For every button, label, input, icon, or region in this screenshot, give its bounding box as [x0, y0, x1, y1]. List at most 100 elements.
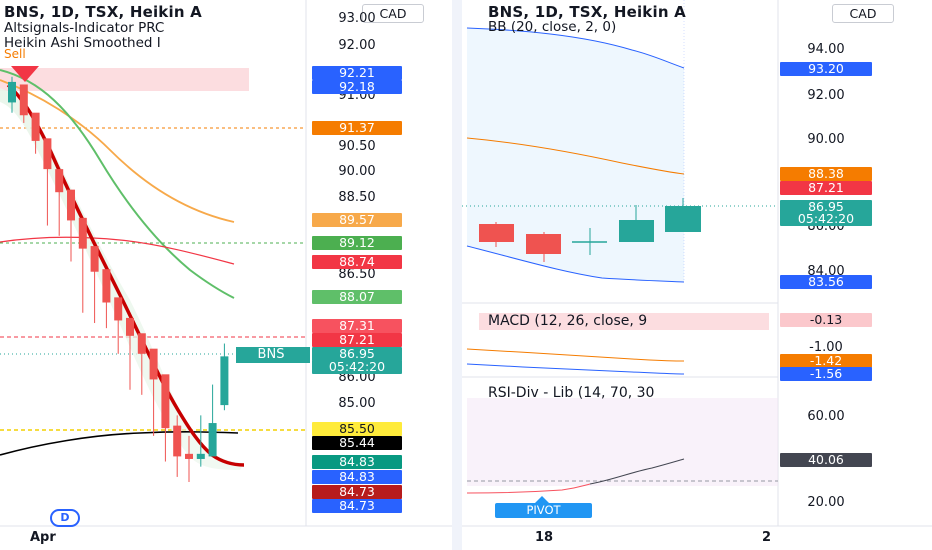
currency-button-right[interactable]: CAD [832, 4, 894, 23]
price-tag: 87.31 [312, 319, 402, 333]
panel-divider[interactable] [452, 0, 462, 550]
bollinger-lower [466, 245, 685, 283]
price-tag: 85.50 [312, 422, 402, 436]
candle [619, 220, 654, 242]
price-tag: 84.73 [312, 485, 402, 499]
price-tag: 91.37 [312, 121, 402, 135]
price-tag: 88.74 [312, 255, 402, 269]
bollinger-basis [466, 137, 685, 175]
time-axis-label-2: 2 [762, 530, 772, 545]
altsignals-indicator-label[interactable]: Altsignals-Indicator PRC [4, 20, 165, 36]
right-chart-panel[interactable]: BNS, 1D, TSX, Heikin A BB (20, close, 2,… [462, 0, 932, 550]
bollinger-bands-label[interactable]: BB (20, close, 2, 0) [488, 19, 617, 35]
price-tag: 88.38 [780, 167, 872, 181]
dividend-badge[interactable]: D [50, 509, 80, 527]
time-axis-label-18: 18 [535, 530, 554, 545]
candle [479, 224, 514, 242]
macd-line [466, 348, 685, 362]
pivot-label: PIVOT [526, 503, 561, 517]
red-ma [0, 236, 235, 265]
heikin-ashi-bar [90, 246, 99, 272]
heikin-ashi-bar [8, 81, 16, 103]
pivot-arrow-icon [535, 496, 549, 503]
sell-signal-label: Sell [4, 47, 26, 61]
price-axis-label: 90.00 [338, 164, 376, 179]
heikin-ashi-bar [78, 217, 87, 249]
symbol-tag[interactable] [236, 347, 310, 363]
dividend-badge-label: D [60, 511, 70, 524]
price-tag: 89.57 [312, 213, 402, 227]
macd-signal-line [466, 363, 685, 375]
rsi-divergence-label[interactable]: RSI-Div - Lib (14, 70, 30 [488, 385, 655, 401]
bollinger-band-fill [467, 28, 684, 282]
price-axis-label: 85.00 [338, 396, 376, 411]
right-chart-title[interactable]: BNS, 1D, TSX, Heikin A [488, 3, 686, 21]
price-axis-label: 90.00 [807, 132, 845, 147]
price-tag: 92.21 [312, 66, 402, 80]
right-candles [479, 198, 701, 262]
pivot-badge[interactable]: PIVOT [495, 503, 592, 518]
time-axis-label-apr: Apr [30, 530, 56, 545]
heikin-ashi-bar [185, 453, 193, 459]
symbol-tag-label: BNS [257, 347, 285, 362]
heikin-ashi-bar [208, 423, 217, 457]
price-tag: 86.95 [780, 200, 872, 214]
macd-tag: -1.56 [780, 367, 872, 381]
green-ma [0, 69, 235, 299]
candle [526, 234, 561, 254]
heikin-ashi-bar [114, 297, 123, 321]
heikin-ashi-bar [220, 356, 229, 406]
heikin-ashi-bar [67, 189, 75, 221]
heikin-ashi-smoothed-label[interactable]: Heikin Ashi Smoothed I [4, 35, 161, 51]
heikin-ashi-bar [31, 112, 40, 141]
price-axis-label: 90.50 [338, 139, 376, 154]
heikin-ashi-bar [19, 84, 28, 116]
heikin-ashi-bar [161, 374, 170, 429]
rsi-line-high [589, 458, 685, 485]
price-axis-label: 93.00 [338, 11, 376, 26]
rsi-axis-label: 20.00 [807, 495, 845, 510]
rsi-tag: 40.06 [780, 453, 872, 467]
rsi-band-fill [467, 398, 778, 486]
right-price-chart[interactable] [462, 0, 932, 550]
left-price-chart[interactable] [0, 0, 452, 550]
heikin-ashi-bar [126, 317, 134, 336]
sell-arrow-icon [11, 66, 39, 82]
price-tag: 92.18 [312, 80, 402, 94]
heikin-ashi-bar [137, 333, 146, 354]
sell-signal-zone [0, 68, 249, 91]
price-tag: 87.21 [780, 181, 872, 195]
macd-tag: -1.42 [780, 354, 872, 368]
rsi-line-low [466, 483, 591, 494]
price-axis-label: 94.00 [807, 42, 845, 57]
candle [665, 206, 701, 232]
macd-axis-label: -1.00 [809, 340, 843, 355]
rsi-axis-label: 60.00 [807, 409, 845, 424]
price-tag: 83.56 [780, 275, 872, 289]
heikin-ashi-bar [43, 138, 52, 170]
heikin-ashi-bar [55, 169, 64, 193]
macd-label[interactable]: MACD (12, 26, close, 9 [488, 313, 648, 329]
price-tag: 93.20 [780, 62, 872, 76]
heikin-ashi-bar [149, 348, 158, 380]
left-chart-title[interactable]: BNS, 1D, TSX, Heikin A [4, 3, 202, 21]
price-tag: 05:42:20 [312, 360, 402, 374]
price-tag: 84.73 [312, 499, 402, 513]
orange-ma [0, 79, 235, 223]
price-tag: 86.95 [312, 347, 402, 361]
price-tag: 87.21 [312, 333, 402, 347]
price-tag: 89.12 [312, 236, 402, 250]
macd-label-bg [479, 313, 769, 330]
currency-button[interactable]: CAD [362, 4, 424, 23]
heikin-ashi-bar [196, 453, 205, 459]
bollinger-upper [466, 27, 685, 69]
price-axis-label: 92.00 [807, 88, 845, 103]
price-tag: 88.07 [312, 290, 402, 304]
heikin-ashi-bar [102, 269, 111, 303]
price-tag: 05:42:20 [780, 212, 872, 226]
price-tag: 84.83 [312, 470, 402, 484]
price-tag: 85.44 [312, 436, 402, 450]
heikin-ashi-bar [173, 425, 182, 457]
macd-tag: -0.13 [780, 313, 872, 327]
left-chart-panel[interactable]: BNS, 1D, TSX, Heikin A Altsignals-Indica… [0, 0, 452, 550]
